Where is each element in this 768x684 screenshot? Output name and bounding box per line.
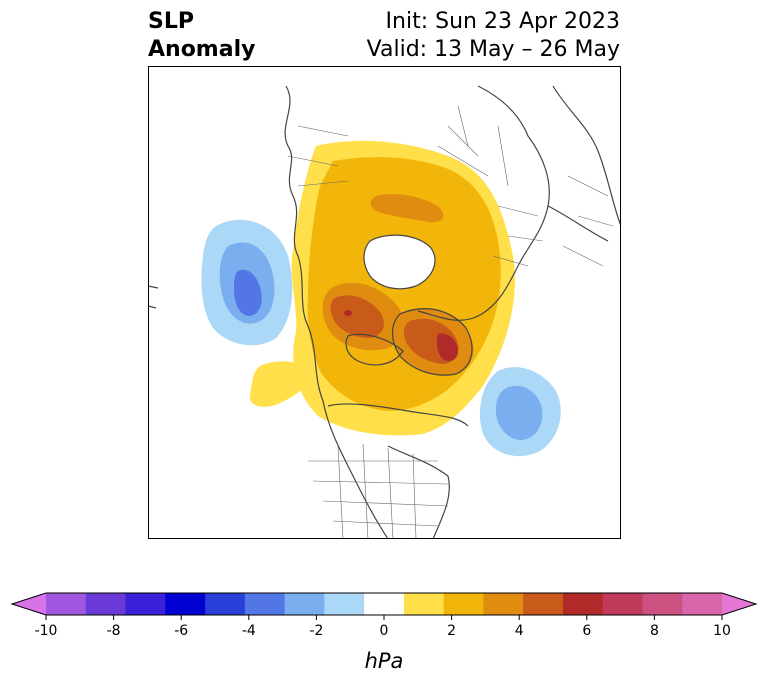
init-date: Init: Sun 23 Apr 2023 [385,9,620,34]
colorbar-ticks: -10 -8 -6 -4 -2 0 2 4 6 8 10 [35,615,731,639]
title-line-1: SLP [148,9,194,34]
map-title: SLP Anomaly [148,8,255,64]
map-frame [148,66,621,539]
colorbar-tick-label: 8 [650,623,659,639]
colorbar-tick-label: 10 [713,623,731,639]
date-info: Init: Sun 23 Apr 2023 Valid: 13 May – 26… [367,8,620,64]
colorbar-swatch [562,593,604,615]
colorbar-swatch [284,593,325,615]
colorbar-extend-low [12,593,46,615]
colorbar-swatch [682,593,723,615]
colorbar-swatch [125,593,166,615]
colorbar-tick-label: -6 [174,623,188,639]
colorbar-swatch [85,593,127,615]
colorbar-swatch [602,593,643,615]
colorbar-tick-label: 0 [380,623,389,639]
colorbar-extend-high [722,593,756,615]
colorbar-swatch [364,593,405,615]
colorbar-swatch [205,593,246,615]
colorbar-swatch [324,593,365,615]
colorbar-swatch [642,593,683,615]
colorbar: -10 -8 -6 -4 -2 0 2 4 6 8 10 hPa [10,592,758,673]
colorbar-tick-label: -2 [309,623,323,639]
political-borders [287,105,614,539]
coastlines [148,85,621,539]
colorbar-swatch [523,593,564,615]
colorbar-swatch [443,593,484,615]
title-line-2: Anomaly [148,37,256,62]
colorbar-tick-label: -10 [35,623,58,639]
near-neutral-region [364,235,435,289]
colorbar-tick-label: -8 [107,623,121,639]
colorbar-swatch [244,593,286,615]
negative-anomaly-contours [201,219,561,457]
colorbar-tick-label: 6 [582,623,591,639]
colorbar-swatch [46,593,87,615]
colorbar-tick-label: 2 [447,623,456,639]
colorbar-swatches [10,592,758,616]
colorbar-tick-label: 4 [515,623,524,639]
slp-anomaly-map [148,66,621,539]
colorbar-swatch [165,593,206,615]
valid-range: Valid: 13 May – 26 May [366,37,620,62]
colorbar-swatch [483,593,524,615]
colorbar-swatch [403,593,445,615]
colorbar-tick-label: -4 [242,623,256,639]
colorbar-unit-label: hPa [365,649,404,673]
